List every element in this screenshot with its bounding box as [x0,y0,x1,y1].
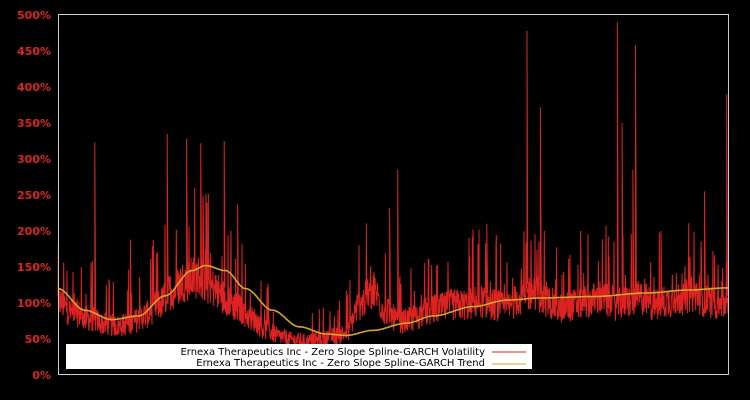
y-tick-label: 200% [17,225,51,238]
volatility-series-line [57,22,729,349]
y-tick-label: 400% [17,81,51,94]
legend-label-volatility: Ernexa Therapeutics Inc - Zero Slope Spl… [180,347,485,358]
trend-series-line [57,264,728,337]
y-tick-label: 0% [32,369,51,382]
y-tick-label: 500% [17,9,51,22]
legend-box [66,344,532,369]
y-tick-label: 100% [17,297,51,310]
y-tick-label: 250% [17,189,51,202]
y-tick-label: 300% [17,153,51,166]
y-tick-label: 450% [17,45,51,58]
y-tick-label: 350% [17,117,51,130]
y-axis: 0% 50% 100% 150% 200% 250% 300% 350% 400% 450% 500… [17,9,51,382]
y-tick-label: 150% [17,261,51,274]
legend: Ernexa Therapeutics Inc - Zero Slope Spl… [66,344,532,369]
y-tick-label: 50% [25,333,51,346]
plot-area [57,22,729,349]
legend-label-trend: Ernexa Therapeutics Inc - Zero Slope Spl… [196,358,485,369]
plot-frame [58,14,729,375]
